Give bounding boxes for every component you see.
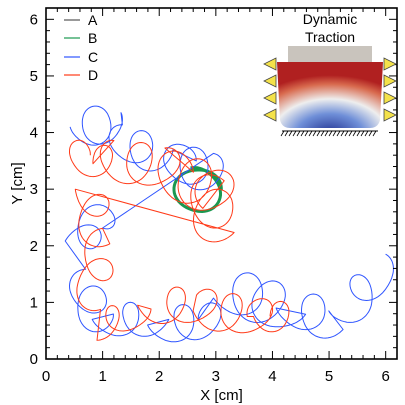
inset-hatching [280,130,377,137]
traction-arrow-left [263,108,277,122]
hatch-line [372,130,377,137]
hatch-line [352,130,357,137]
y-tick-label: 3 [30,181,38,198]
hatch-line [348,130,353,137]
hatch-line [292,130,297,137]
hatch-line [308,130,313,137]
hatch-line [332,130,337,137]
legend-label-c: C [88,49,98,65]
inset-title-line1: Dynamic [303,11,357,27]
hatch-line [280,130,285,137]
hatch-line [288,130,293,137]
y-axis-label: Y [cm] [9,162,26,204]
x-tick-labels: 0 1 2 3 4 5 6 [42,368,390,385]
traction-arrow-left [263,74,277,88]
series-c-trajectory [64,105,394,343]
x-axis-label: X [cm] [200,387,243,404]
traction-arrow-right [383,57,397,71]
x-tick-label: 6 [382,368,390,385]
hatch-line [296,130,301,137]
traction-arrow-right [383,108,397,122]
hatch-line [284,130,289,137]
hatch-line [304,130,309,137]
hatch-line [328,130,333,137]
y-tick-label: 0 [30,351,38,368]
hatch-line [316,130,321,137]
axis-ticks [45,7,398,360]
legend-label-a: A [88,12,98,28]
hatch-line [300,130,305,137]
hatch-line [340,130,345,137]
hatch-line [312,130,317,137]
x-tick-label: 3 [212,368,220,385]
series-b-trajectory [172,166,223,213]
series-d-trajectory [69,139,290,341]
legend: A B C D [64,12,98,83]
inset-bead [288,46,372,62]
inset-arrows [263,57,397,122]
plot-frame [45,7,398,360]
y-tick-label: 1 [30,294,38,311]
x-tick-label: 0 [42,368,50,385]
traction-inset: Dynamic Traction [263,11,397,137]
x-tick-label: 1 [98,368,106,385]
y-tick-label: 5 [30,68,38,85]
hatch-line [336,130,341,137]
traction-arrow-right [383,91,397,105]
y-tick-label: 4 [30,125,38,142]
traction-arrow-left [263,91,277,105]
hatch-line [324,130,329,137]
y-tick-label: 6 [30,11,38,28]
inset-gel-block [277,62,383,128]
traction-arrow-right [383,74,397,88]
hatch-line [360,130,365,137]
x-tick-label: 2 [155,368,163,385]
trajectory-layer [64,105,394,343]
hatch-line [364,130,369,137]
x-tick-label: 4 [268,368,276,385]
hatch-line [320,130,325,137]
y-tick-labels: 0 1 2 3 4 5 6 [30,11,38,368]
traction-arrow-left [263,57,277,71]
x-tick-label: 5 [325,368,333,385]
hatch-line [356,130,361,137]
inset-title-line2: Traction [305,29,355,45]
y-tick-label: 2 [30,238,38,255]
hatch-line [368,130,373,137]
legend-label-b: B [88,30,97,46]
legend-label-d: D [88,67,98,83]
hatch-line [344,130,349,137]
